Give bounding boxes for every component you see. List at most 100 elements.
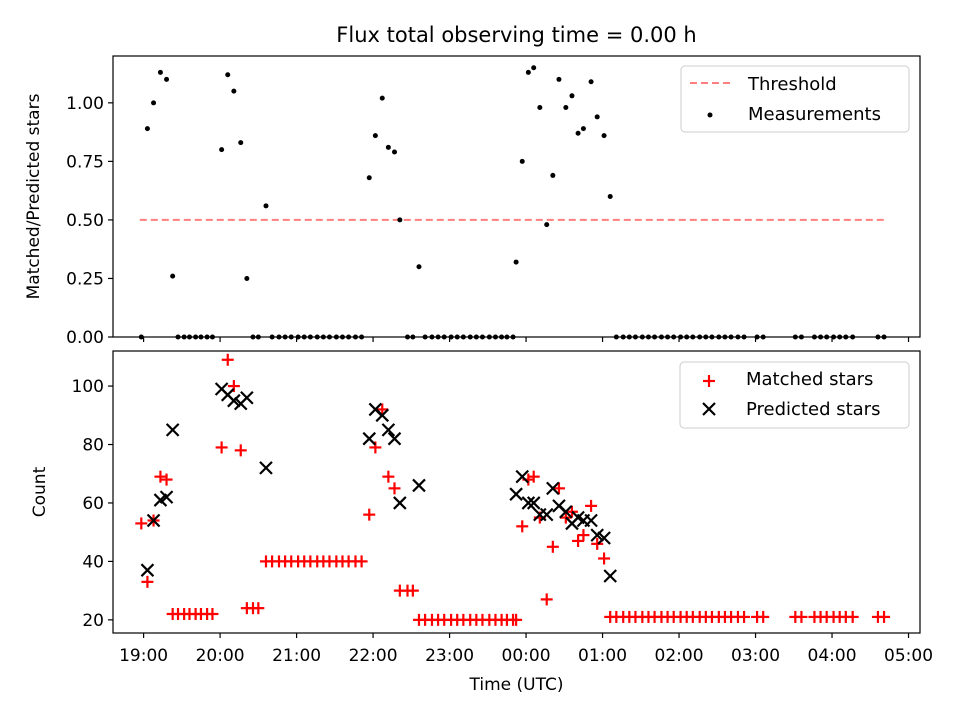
predicted-star-point [259,461,273,475]
predicted-star-point-b [546,481,560,496]
panel-ratio-ylabel: Matched/Predicted stars [24,93,44,299]
predicted-star-point-b [362,431,377,446]
predicted-star-point-b [521,496,536,510]
panel-ratio: 0.00 0.25 0.50 0.75 1.00 Matched/Predicted s… [24,55,921,348]
matched-star-point [546,540,559,553]
predicted-star-point [597,531,611,545]
predicted-star-point-b [597,531,611,545]
panel-counts-xlabel: Time (UTC) [469,675,564,695]
matched-star-point [221,353,234,366]
ytick-label: 60 [82,494,104,514]
measurement-point [397,217,403,223]
measurement-point [525,69,531,75]
measurement-point [416,264,422,270]
legend-threshold-label: Threshold [747,74,837,95]
predicted-star-point-b [368,402,383,417]
panel-ratio-marks [138,65,887,340]
predicted-star-point-b [412,478,426,493]
predicted-star-point-b [381,423,396,437]
predicted-star-point [584,513,598,528]
matched-star-point [878,610,891,623]
predicted-star-point-b [552,499,566,513]
measurement-point [231,88,237,94]
measurement-point [601,133,607,139]
ytick-label: 0.50 [66,211,104,231]
ytick-label: 0.75 [66,152,104,172]
predicted-star-point-b [387,431,402,446]
ytick-label: 0.25 [66,269,104,289]
matched-star-point [598,552,611,565]
predicted-star-point-b [590,528,604,542]
xtick-label: 20:00 [196,646,245,666]
predicted-star-point-b [603,569,617,583]
legend-measurements-swatch [707,112,713,118]
measurement-point [531,65,537,71]
predicted-star-point [603,569,617,583]
matched-star-point [382,470,395,483]
panel-counts-frame [112,350,921,634]
legend-measurements-label: Measurements [748,104,881,125]
predicted-star-point [240,390,254,405]
matched-star-point [160,473,173,486]
panel-counts-ylabel: Count [30,466,50,517]
measurement-point [225,72,231,78]
panel-counts-yaxis: 20 40 60 80 100 [72,377,113,631]
measurement-point [513,259,519,265]
measurement-point [556,76,562,82]
predicted-star-point-b [227,393,241,408]
xtick-label: 02:00 [655,646,704,666]
matched-star-point [577,529,590,542]
predicted-star-point [381,423,396,437]
predicted-star-point-b [146,513,161,528]
measurement-point [372,133,378,139]
measurement-point [594,114,600,120]
measurement-point [219,147,225,153]
predicted-star-point-b [375,408,390,423]
predicted-star-point [526,496,541,510]
legend-matched-label: Matched stars [746,369,873,390]
predicted-star-point [393,496,407,510]
matched-star-point [215,441,228,454]
measurement-point [379,95,385,101]
matched-star-point [540,593,553,606]
measurement-point [238,140,244,146]
predicted-star-point [412,478,426,493]
predicted-star-point [362,431,377,446]
panel-ratio-legend: Threshold Measurements [680,65,910,133]
measurement-point [607,194,613,199]
predicted-star-point [227,393,241,408]
matched-star-point [141,575,154,588]
predicted-star-point [515,469,530,484]
xtick-label: 23:00 [425,646,474,666]
predicted-star-point-b [159,490,174,504]
predicted-star-point [159,490,174,504]
predicted-star-point-b [165,423,180,437]
ytick-label: 80 [82,436,104,456]
matched-star-point [795,610,808,623]
panel-counts-legend: Matched stars Predicted stars [679,361,910,429]
xtick-label: 21:00 [272,646,321,666]
predicted-star-point-b [515,469,530,484]
measurement-point [263,203,269,209]
measurement-point [144,126,150,132]
matched-star-point [154,470,167,483]
measurement-point [569,93,575,99]
panel-ratio-yaxis: 0.00 0.25 0.50 0.75 1.00 [66,94,113,348]
matched-star-point [516,520,529,533]
matched-star-point [406,584,419,597]
matched-star-point [846,610,859,623]
matched-star-point [376,403,389,416]
predicted-star-point [521,496,536,510]
matched-star-point [738,610,751,623]
xtick-label: 03:00 [731,646,780,666]
xtick-label: 00:00 [502,646,551,666]
measurement-point [537,105,543,111]
matched-star-point [510,613,523,626]
predicted-star-point-b [393,496,407,510]
measurement-point [366,175,372,181]
predicted-star-point [509,487,523,501]
predicted-star-point-b [584,513,598,528]
measurement-point [391,149,397,155]
predicted-star-point [165,423,180,437]
